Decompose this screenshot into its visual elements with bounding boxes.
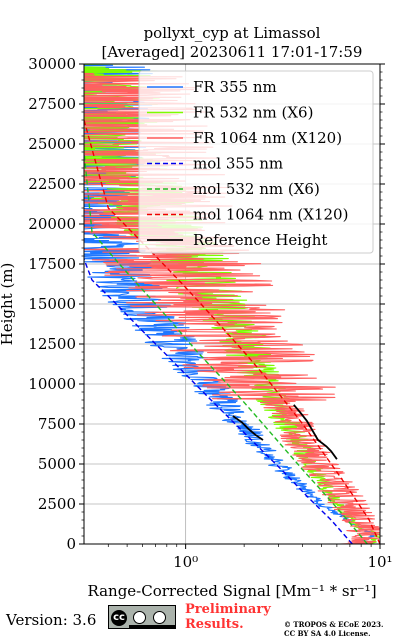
y-tick-label-8: 20000 [28,215,76,233]
legend-label-3: mol 355 nm [193,155,283,173]
legend-box [138,70,374,254]
chart-title-line2: [Averaged] 20230611 17:01-17:59 [102,43,363,61]
y-tick-label-10: 25000 [28,135,76,153]
legend-label-1: FR 532 nm (X6) [193,104,313,122]
x-axis-label: Range-Corrected Signal [Mm⁻¹ * sr⁻¹] [87,582,376,600]
y-tick-label-6: 15000 [28,295,76,313]
legend-label-0: FR 355 nm [193,78,277,96]
y-tick-label-1: 2500 [38,495,76,513]
plot-area: 0 2500 5000 7500 10000 12500 15000 17500 20000 22… [28,55,392,571]
cc-logo-icon: cc [111,610,127,626]
copyright-line1: © TROPOS & ECoE 2023. [284,620,384,629]
legend: FR 355 nm FR 532 nm (X6) FR 1064 nm (X120)… [138,70,374,254]
y-tick-label-5: 12500 [28,335,76,353]
cc-by-icon [133,611,146,624]
series-line-6-b [293,404,338,460]
y-tick-label-0: 0 [66,535,76,553]
x-tick-label-0: 10⁰ [173,553,198,571]
legend-label-2: FR 1064 nm (X120) [193,129,342,147]
cc-sa-icon [153,611,166,624]
legend-label-4: mol 532 nm (X6) [193,180,320,198]
y-tick-label-9: 22500 [28,175,76,193]
legend-label-5: mol 1064 nm (X120) [193,206,348,224]
y-tick-label-12: 30000 [28,55,76,73]
legend-label-6: Reference Height [193,231,327,249]
y-tick-label-2: 5000 [38,455,76,473]
chart-figure: pollyxt_cyp at Limassol [Averaged] 20230… [0,24,393,600]
preliminary-notice: Preliminary Results. [185,602,271,632]
cc-bar [129,625,175,629]
series-line-6 [232,415,264,441]
series-line-3 [84,258,353,544]
series-line-5 [84,119,380,544]
y-tick-label-3: 7500 [38,415,76,433]
x-tick-label-1: 10¹ [367,553,392,571]
y-tick-label-4: 10000 [28,375,76,393]
copyright-notice: © TROPOS & ECoE 2023. CC BY SA 4.0 Licen… [284,620,383,638]
y-tick-label-11: 27500 [28,95,76,113]
chart-title-line1: pollyxt_cyp at Limassol [144,24,321,42]
preliminary-line1: Preliminary [185,602,271,617]
series-lines [84,64,380,544]
cc-license-badge: cc [108,605,176,629]
copyright-line2: CC BY SA 4.0 License. [284,629,371,638]
y-tick-label-7: 17500 [28,255,76,273]
y-axis-label: Height (m) [0,263,16,346]
series-line-4 [84,151,368,544]
series-line-2 [84,72,380,544]
version-label: Version: 3.6 [6,611,97,629]
preliminary-line2: Results. [185,617,244,632]
series-line-1 [84,64,380,544]
